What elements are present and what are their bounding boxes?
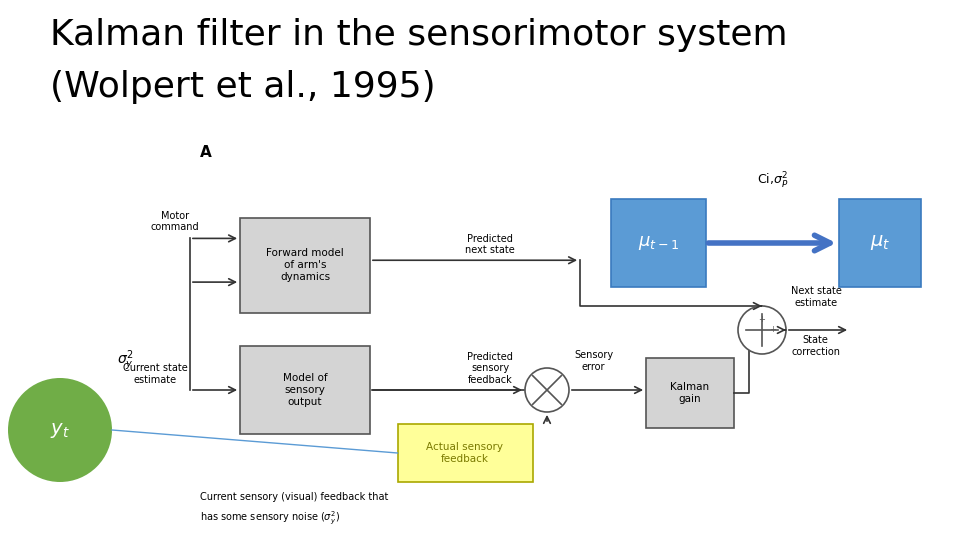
- FancyBboxPatch shape: [240, 346, 370, 434]
- Text: Current state
estimate: Current state estimate: [123, 363, 187, 385]
- Text: Next state
estimate: Next state estimate: [791, 286, 842, 308]
- Text: $\mu_{t-1}$: $\mu_{t-1}$: [637, 234, 679, 252]
- FancyBboxPatch shape: [397, 424, 533, 482]
- FancyBboxPatch shape: [611, 199, 706, 287]
- Text: $y_t$: $y_t$: [50, 421, 70, 440]
- Text: Actual sensory
feedback: Actual sensory feedback: [426, 442, 503, 464]
- Text: Model of
sensory
output: Model of sensory output: [282, 373, 327, 407]
- Text: State
correction: State correction: [791, 335, 840, 356]
- Text: +: +: [769, 326, 777, 334]
- Text: Predicted
next state: Predicted next state: [466, 234, 515, 255]
- Text: $\sigma_y^2$: $\sigma_y^2$: [117, 348, 133, 373]
- FancyBboxPatch shape: [839, 199, 921, 287]
- Text: Current sensory (visual) feedback that: Current sensory (visual) feedback that: [200, 492, 389, 502]
- Text: $\mu_t$: $\mu_t$: [870, 233, 890, 253]
- Text: Forward model
of arm's
dynamics: Forward model of arm's dynamics: [266, 248, 344, 281]
- Circle shape: [738, 306, 786, 354]
- Circle shape: [525, 368, 569, 412]
- Text: Predicted
sensory
feedback: Predicted sensory feedback: [468, 352, 513, 385]
- Text: Motor
command: Motor command: [151, 211, 200, 232]
- FancyBboxPatch shape: [240, 218, 370, 313]
- Circle shape: [8, 378, 112, 482]
- Text: Sensory
error: Sensory error: [574, 350, 613, 372]
- FancyBboxPatch shape: [646, 358, 734, 428]
- Text: has some sensory noise ($\sigma_y^2$): has some sensory noise ($\sigma_y^2$): [200, 510, 340, 528]
- Text: (Wolpert et al., 1995): (Wolpert et al., 1995): [50, 70, 436, 104]
- Text: +: +: [758, 315, 765, 323]
- Text: Ci,$\sigma_P^2$: Ci,$\sigma_P^2$: [756, 171, 788, 191]
- Text: A: A: [200, 145, 212, 160]
- Text: Kalman
gain: Kalman gain: [670, 382, 709, 404]
- Text: Kalman filter in the sensorimotor system: Kalman filter in the sensorimotor system: [50, 18, 787, 52]
